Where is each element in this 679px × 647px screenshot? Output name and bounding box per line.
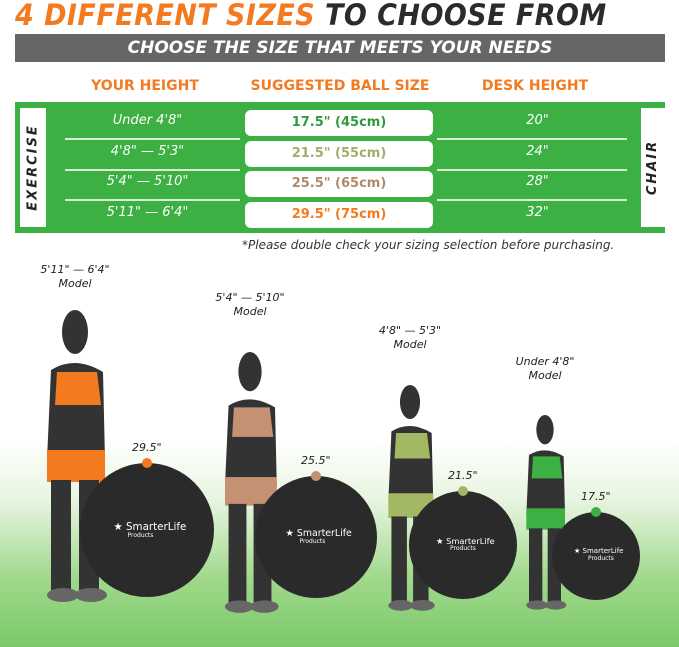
row-divider <box>437 138 627 140</box>
brand-name: SmarterLife <box>446 536 495 546</box>
ball-size-label: 21.5" <box>448 469 478 482</box>
model-label: 5'11" — 6'4" Model <box>40 263 110 290</box>
brand-sub: Products <box>127 532 154 540</box>
brand-name: SmarterLife <box>296 528 352 539</box>
row-divider <box>65 199 240 201</box>
row-ball-size: 29.5" (75cm) <box>245 201 433 228</box>
ball-size-label: 17.5" <box>581 490 611 503</box>
title-rest: TO CHOOSE FROM <box>325 0 607 32</box>
header-your-height: YOUR HEIGHT <box>91 78 199 94</box>
ball-valve <box>458 486 468 496</box>
exercise-label: EXERCISE <box>20 108 46 227</box>
row-ball-size: 17.5" (45cm) <box>245 110 433 136</box>
row-height: 4'8" — 5'3" <box>110 143 185 159</box>
exercise-ball <box>409 491 517 599</box>
model-label: 4'8" — 5'3" Model <box>378 324 442 351</box>
row-divider <box>65 138 240 140</box>
model-label: 5'4" — 5'10" Model <box>215 291 285 318</box>
brand-sub: Products <box>450 545 476 553</box>
row-ball-size: 25.5" (65cm) <box>245 171 433 197</box>
row-desk-height: 32" <box>526 204 549 220</box>
brand-logo: ★ SmarterLife Products <box>113 521 187 540</box>
brand-name: SmarterLife <box>126 521 187 533</box>
row-height: Under 4'8" <box>112 113 183 128</box>
page-title: 4 DIFFERENT SIZES TO CHOOSE FROM <box>15 0 607 32</box>
ball-valve <box>591 507 601 517</box>
header-desk-height: DESK HEIGHT <box>481 78 589 94</box>
exercise-ball <box>80 463 214 597</box>
title-highlight: 4 DIFFERENT SIZES <box>15 0 316 32</box>
brand-logo: ★ SmarterLife Products <box>285 528 352 546</box>
exercise-ball <box>552 512 640 600</box>
row-divider <box>437 168 627 171</box>
brand-name: SmarterLife <box>582 547 624 555</box>
size-table: EXERCISE CHAIR Under 4'8" 17.5" (45cm) 2… <box>15 102 665 233</box>
row-height: 5'11" — 6'4" <box>106 204 189 220</box>
brand-logo: ★ SmarterLife Products <box>436 536 495 553</box>
ball-valve <box>311 471 321 481</box>
row-desk-height: 24" <box>526 143 549 159</box>
row-divider <box>65 168 240 171</box>
header-ball-size: SUGGESTED BALL SIZE <box>250 78 430 94</box>
row-ball-size: 21.5" (55cm) <box>245 140 433 167</box>
subtitle-bar: CHOOSE THE SIZE THAT MEETS YOUR NEEDS <box>15 34 665 62</box>
row-divider <box>437 199 627 201</box>
model-label: Under 4'8" Model <box>515 355 575 382</box>
row-desk-height: 28" <box>526 174 549 189</box>
exercise-ball <box>255 476 377 598</box>
sizing-note: *Please double check your sizing selecti… <box>242 238 615 252</box>
brand-sub: Products <box>299 538 326 546</box>
brand-logo: ★ SmarterLife Products <box>574 547 624 562</box>
brand-sub: Products <box>588 554 614 562</box>
row-height: 5'4" — 5'10" <box>106 174 189 189</box>
ball-size-label: 29.5" <box>132 441 162 454</box>
chair-label: CHAIR <box>641 108 665 227</box>
row-desk-height: 20" <box>526 113 549 128</box>
ball-size-label: 25.5" <box>301 454 331 467</box>
ball-valve <box>142 458 152 468</box>
